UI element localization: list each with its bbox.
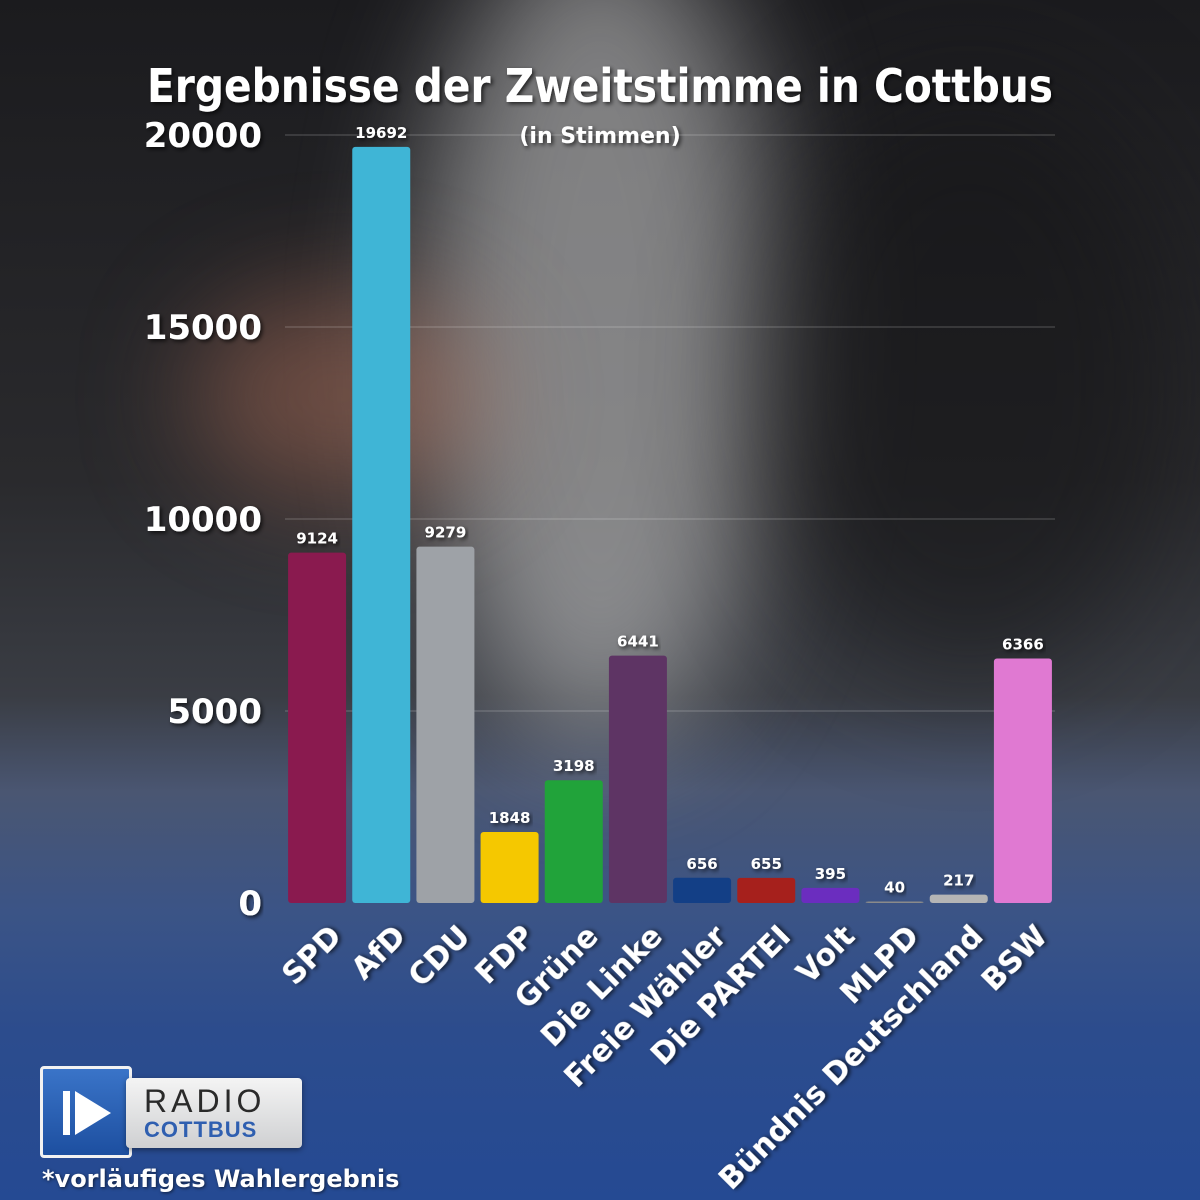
data-label: 1848 (489, 809, 531, 827)
data-label: 9124 (296, 530, 338, 548)
background-blur-light (420, 0, 780, 740)
data-label: 395 (815, 865, 846, 883)
background-blur-skin (190, 290, 490, 500)
data-label: 217 (943, 872, 974, 890)
y-tick-label: 10000 (144, 500, 262, 540)
data-label: 6441 (617, 633, 659, 651)
y-tick-label: 15000 (144, 308, 262, 348)
bar (673, 877, 732, 903)
y-tick-label: 20000 (144, 116, 262, 156)
x-tick-label: BSW (975, 919, 1055, 999)
data-label: 19692 (355, 124, 407, 142)
background-blur-dark (760, 80, 1180, 680)
bar (865, 901, 924, 903)
play-icon (40, 1066, 132, 1158)
bar (544, 780, 603, 903)
y-tick-label: 0 (238, 884, 262, 924)
data-label: 40 (884, 878, 905, 896)
bar-series: 9124 19692 9279 1848 3198 6441 656 655 395 40 217 6… (288, 124, 1052, 903)
chart-title: Ergebnisse der Zweitstimme in Cottbus (147, 59, 1053, 113)
x-tick-label: CDU (402, 919, 477, 994)
data-label: 656 (686, 855, 717, 873)
x-tick-label: SPD (276, 919, 349, 992)
bar (929, 894, 988, 903)
logo-city: COTTBUS (144, 1117, 258, 1142)
logo-word: RADIO (144, 1083, 266, 1119)
y-tick-label: 5000 (167, 692, 262, 732)
data-label: 9279 (425, 524, 467, 542)
bar (608, 655, 667, 903)
bar (993, 658, 1052, 903)
y-axis: 0 5000 10000 15000 20000 (144, 116, 262, 924)
bar (352, 146, 411, 903)
gridlines (285, 134, 1055, 712)
bar (801, 887, 860, 903)
logo-plate: RADIO COTTBUS (126, 1078, 302, 1148)
bar (737, 877, 796, 903)
x-tick-label: AfD (345, 919, 413, 987)
bar (480, 832, 539, 903)
chart-subtitle: (in Stimmen) (519, 124, 680, 149)
bar (288, 552, 347, 903)
radio-cottbus-logo: RADIO COTTBUS (40, 1066, 302, 1158)
bar (416, 546, 475, 903)
data-label: 3198 (553, 757, 595, 775)
footnote: *vorläufiges Wahlergebnis (42, 1165, 400, 1193)
data-label: 6366 (1002, 636, 1044, 654)
data-label: 655 (751, 855, 782, 873)
